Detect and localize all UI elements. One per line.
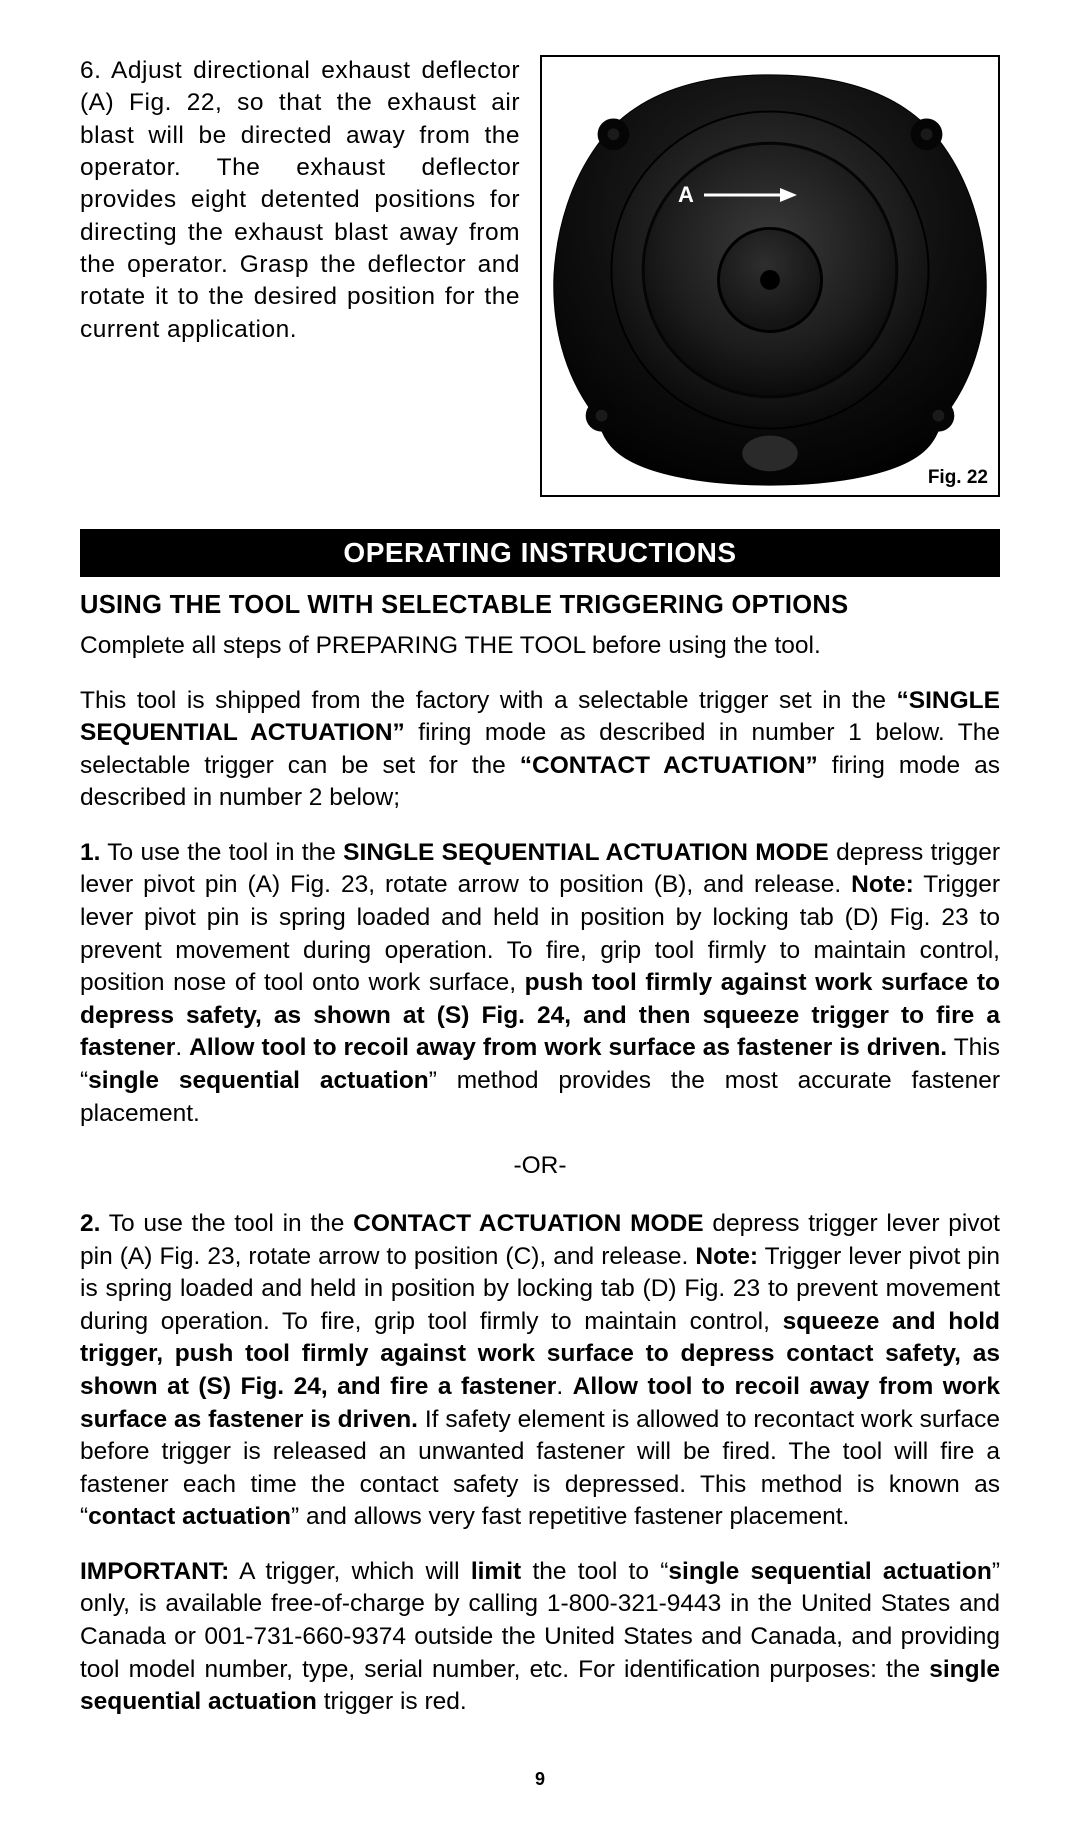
or-separator: -OR-	[80, 1152, 1000, 1180]
text: A trigger, which will	[229, 1558, 471, 1585]
section-header: OPERATING INSTRUCTIONS	[80, 529, 1000, 577]
mode-1-paragraph: 1. To use the tool in the SINGLE SEQUENT…	[80, 837, 1000, 1130]
important-label: IMPORTANT:	[80, 1558, 229, 1585]
bold-text: contact actuation	[88, 1503, 291, 1530]
text: .	[175, 1034, 189, 1061]
bold-text: single sequential actuation	[88, 1067, 429, 1094]
bold-text: CONTACT ACTUATION MODE	[353, 1210, 703, 1237]
bold-text: SINGLE SEQUENTIAL ACTUATION MODE	[343, 839, 829, 866]
text: the tool to “	[521, 1558, 668, 1585]
bold-text: “CONTACT ACTUATION”	[520, 752, 818, 779]
text: .	[556, 1373, 572, 1400]
bold-text: Allow tool to recoil away from work surf…	[189, 1034, 947, 1061]
note-label: Note:	[695, 1243, 758, 1270]
arrow-icon	[702, 185, 797, 205]
mode-2-paragraph: 2. To use the tool in the CONTACT ACTUAT…	[80, 1208, 1000, 1534]
text: This tool is shipped from the factory wi…	[80, 687, 897, 714]
deflector-illustration	[542, 57, 998, 495]
figure-22: A Fig. 22	[540, 55, 1000, 497]
important-paragraph: IMPORTANT: A trigger, which will limit t…	[80, 1556, 1000, 1719]
note-label: Note:	[851, 871, 914, 898]
text: To use the tool in the	[100, 839, 343, 866]
figure-label-a: A	[678, 182, 694, 208]
step-6-text: 6. Adjust directional exhaust deflector …	[80, 55, 520, 497]
text: ” and allows very fast repetitive fasten…	[291, 1503, 849, 1530]
subsection-heading: USING THE TOOL WITH SELECTABLE TRIGGERIN…	[80, 591, 1000, 620]
intro-paragraph: Complete all steps of PREPARING THE TOOL…	[80, 630, 1000, 663]
text: To use the tool in the	[100, 1210, 353, 1237]
bold-text: single sequential actuation	[668, 1558, 991, 1585]
figure-caption: Fig. 22	[928, 467, 988, 489]
factory-mode-paragraph: This tool is shipped from the factory wi…	[80, 685, 1000, 815]
item-number: 1.	[80, 839, 100, 866]
top-section: 6. Adjust directional exhaust deflector …	[80, 55, 1000, 497]
item-number: 2.	[80, 1210, 100, 1237]
page-number: 9	[80, 1769, 1000, 1790]
text: trigger is red.	[317, 1688, 467, 1715]
bold-text: limit	[471, 1558, 521, 1585]
